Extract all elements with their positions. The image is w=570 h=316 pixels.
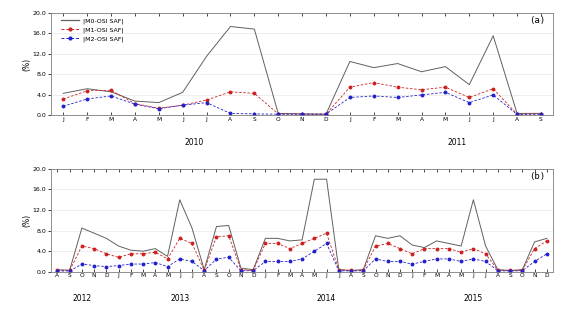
Text: 2012: 2012: [72, 295, 91, 303]
Text: 2013: 2013: [170, 295, 189, 303]
Y-axis label: (%): (%): [22, 58, 31, 70]
Text: 2010: 2010: [185, 138, 204, 147]
Text: 2014: 2014: [317, 295, 336, 303]
Y-axis label: (%): (%): [22, 214, 31, 227]
Text: 2011: 2011: [448, 138, 467, 147]
Text: 2015: 2015: [464, 295, 483, 303]
Text: (a): (a): [530, 16, 545, 25]
Text: (b): (b): [530, 172, 545, 181]
Legend: |M0-OSI SAF|, |M1-OSI SAF|, |M2-OSI SAF|: |M0-OSI SAF|, |M1-OSI SAF|, |M2-OSI SAF|: [59, 17, 124, 43]
